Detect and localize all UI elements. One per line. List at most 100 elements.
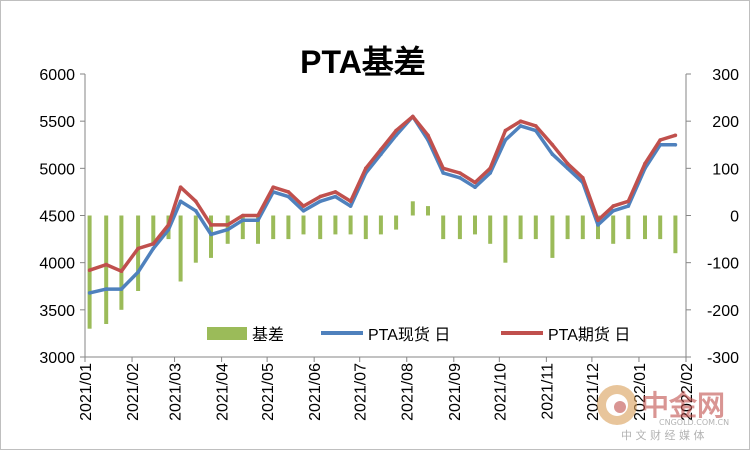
futures-line-point xyxy=(658,138,662,142)
basis-bar xyxy=(119,215,124,310)
basis-bar xyxy=(151,215,156,244)
y2-tick-label: -100 xyxy=(707,256,739,273)
basis-bar xyxy=(643,215,647,240)
legend-basis-label: 基差 xyxy=(252,326,284,344)
futures-line-point xyxy=(626,199,631,204)
futures-line-point xyxy=(518,119,523,123)
futures-line-point xyxy=(364,166,368,171)
spot-line-point xyxy=(611,209,615,213)
futures-line-point xyxy=(225,223,230,227)
spot-line-point xyxy=(301,209,306,213)
futures-line-point xyxy=(379,147,383,152)
x-tick-label: 2022/02 xyxy=(679,363,696,421)
basis-bar xyxy=(256,215,260,244)
futures-line-point xyxy=(286,190,291,194)
y-tick-label: 6000 xyxy=(39,67,75,84)
basis-bar xyxy=(363,215,368,240)
y-tick-label: 5500 xyxy=(39,114,75,131)
basis-bar xyxy=(318,215,323,240)
futures-line-point xyxy=(301,204,306,208)
futures-line-point xyxy=(503,128,508,133)
futures-line-point xyxy=(271,185,276,189)
spot-line-point xyxy=(626,204,631,208)
basis-bar xyxy=(550,215,555,258)
basis-bar xyxy=(503,215,508,263)
spot-line-point xyxy=(194,209,198,213)
spot-line-point xyxy=(473,185,477,189)
basis-bar xyxy=(271,215,276,240)
spot-line-point xyxy=(225,227,230,232)
chart-title: PTA基差 xyxy=(300,44,426,80)
spot-line-point xyxy=(348,204,353,208)
spot-line-point xyxy=(256,218,260,222)
basis-bar xyxy=(136,215,141,291)
futures-line-point xyxy=(473,180,477,185)
basis-bar xyxy=(178,215,183,282)
legend-futures-label: PTA期货 日 xyxy=(548,326,630,344)
spot-line-point xyxy=(87,291,92,295)
x-tick-label: 2021/11 xyxy=(539,363,556,420)
basis-bar xyxy=(488,215,493,244)
spot-line-point xyxy=(136,270,140,274)
futures-line-point xyxy=(550,143,555,147)
basis-bar xyxy=(441,215,446,240)
basis-bars xyxy=(87,201,678,329)
futures-line-point xyxy=(426,133,430,138)
futures-line-point xyxy=(151,242,156,246)
basis-bar xyxy=(611,215,616,244)
y2-tick-labels: 300 200 100 0 -100 -200 -300 xyxy=(686,67,739,367)
legend-basis-swatch xyxy=(207,327,247,340)
basis-bar xyxy=(333,215,338,235)
watermark-slogan: 中 文 财 经 媒 体 xyxy=(621,428,704,442)
futures-line-point xyxy=(596,218,600,222)
basis-bar xyxy=(240,215,245,240)
spot-line-point xyxy=(209,232,213,237)
futures-line-point xyxy=(87,268,92,273)
futures-line-point xyxy=(394,128,398,133)
watermark-brand: 中金网 xyxy=(641,389,725,422)
spot-line-point xyxy=(151,246,156,251)
futures-line-point xyxy=(488,166,493,171)
spot-line-point xyxy=(518,124,523,128)
basis-bar xyxy=(565,215,570,240)
y2-tick-label: -300 xyxy=(707,350,739,367)
futures-line-point xyxy=(441,166,446,171)
price-lines xyxy=(87,114,678,295)
basis-bar xyxy=(658,215,663,240)
futures-line-point xyxy=(643,161,647,166)
x-tick-labels: 2021/01 2021/02 2021/03 2021/04 2021/05 2021/… xyxy=(78,357,696,421)
futures-line-point xyxy=(209,223,213,227)
x-tick-label: 2021/05 xyxy=(260,363,277,421)
x-tick-label: 2021/01 xyxy=(78,363,95,421)
spot-line-point xyxy=(178,199,183,204)
y2-tick-label: 200 xyxy=(712,114,739,131)
futures-line-point xyxy=(673,133,678,138)
basis-bar xyxy=(580,215,585,240)
x-tick-label: 2021/06 xyxy=(307,363,324,421)
x-tick-label: 2021/10 xyxy=(492,363,509,421)
basis-bar xyxy=(286,215,291,240)
basis-bar xyxy=(394,215,399,230)
basis-bar xyxy=(518,215,523,240)
spot-line-point xyxy=(286,194,291,199)
basis-bar xyxy=(193,215,198,263)
x-tick-label: 2021/09 xyxy=(447,363,464,421)
y2-tick-label: 300 xyxy=(712,67,739,84)
futures-line-point xyxy=(256,213,260,218)
basis-bar xyxy=(87,215,92,329)
x-tick-label: 2021/02 xyxy=(125,363,142,421)
y-tick-label: 3500 xyxy=(39,303,75,320)
futures-line-point xyxy=(348,199,353,204)
futures-line-point xyxy=(241,213,245,218)
spot-line-point xyxy=(104,287,108,291)
basis-bar xyxy=(348,215,353,235)
futures-line-point xyxy=(104,262,108,267)
watermark-url: CNGOLD.COM.CN xyxy=(659,418,729,427)
y2-tick-label: 0 xyxy=(730,209,739,226)
x-tick-label: 2021/07 xyxy=(353,363,370,421)
basis-bar xyxy=(626,215,631,240)
basis-bar xyxy=(209,215,213,258)
spot-line-point xyxy=(119,287,124,291)
